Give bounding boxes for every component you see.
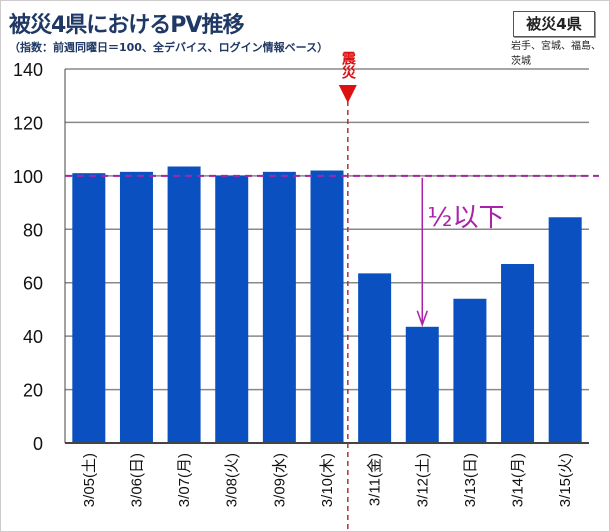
x-tick-label: 3/09(水) (271, 453, 288, 507)
y-tick-label: 140 (13, 60, 43, 80)
y-tick-label: 100 (13, 167, 43, 187)
annotation-arrowhead (416, 310, 428, 328)
chart-subtitle: （指数：前週同曜日＝100、全デバイス、ログイン情報ベース） (9, 41, 329, 54)
event-label: 震災 (340, 51, 357, 80)
x-tick-label: 3/14(月) (510, 453, 527, 507)
y-tick-label: 80 (23, 220, 43, 240)
bar (405, 326, 439, 443)
bar (215, 175, 249, 443)
x-tick-label: 3/08(火) (224, 453, 241, 507)
x-tick-label: 3/13(日) (462, 453, 479, 507)
x-tick-label: 3/11(金) (367, 453, 384, 506)
y-tick-label: 20 (23, 381, 43, 401)
event-arrow (338, 85, 357, 103)
bar (453, 298, 487, 443)
region-badge: 被災4県 (513, 11, 595, 37)
x-tick-label: 3/10(木) (319, 453, 336, 507)
x-tick-label: 3/12(土) (414, 453, 431, 507)
y-tick-label: 60 (23, 274, 43, 294)
bar (72, 173, 106, 443)
annotation-label: ½以下 (427, 203, 504, 233)
bar (262, 171, 296, 443)
x-tick-label: 3/07(月) (176, 453, 193, 507)
bar (501, 264, 535, 443)
y-tick-label: 0 (33, 434, 43, 454)
y-tick-label: 120 (13, 113, 43, 133)
bar (310, 170, 344, 443)
y-tick-label: 40 (23, 327, 43, 347)
x-tick-label: 3/05(土) (81, 453, 98, 507)
bar (358, 273, 392, 443)
bar (548, 217, 582, 443)
x-tick-label: 3/06(日) (128, 453, 145, 507)
region-list: 岩手、宮城、福島、茨城 (511, 41, 601, 67)
chart-title: 被災4県におけるPV推移 (9, 13, 244, 38)
bar (167, 166, 201, 443)
bar (119, 171, 153, 443)
x-tick-label: 3/15(火) (557, 453, 574, 507)
